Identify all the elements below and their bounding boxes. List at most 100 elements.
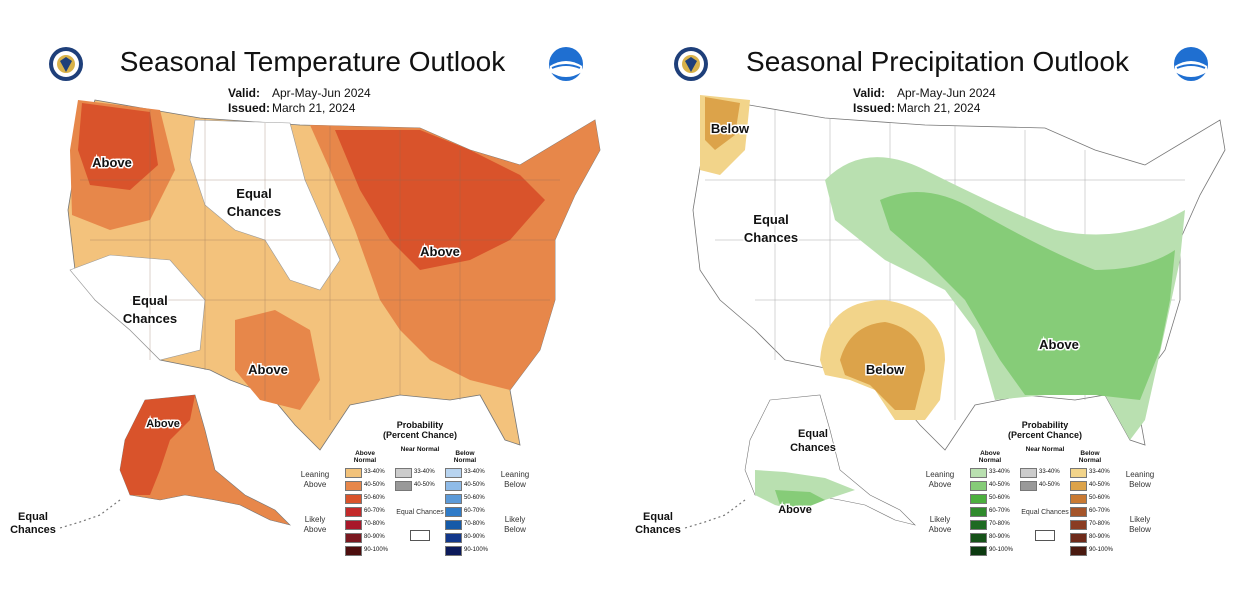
legend-swatch [445,546,462,556]
legend-swatch [1070,520,1087,530]
legend-swatch [1070,507,1087,517]
legend-swatch [345,507,362,517]
equal-chances-swatch [410,530,430,541]
legend-swatch [445,520,462,530]
legend-swatch [970,494,987,504]
legend-swatch [445,507,462,517]
likely-above-label: Likely Above [928,515,952,534]
legend-range-label: 70-80% [989,521,1010,527]
legend-swatch [345,546,362,556]
legend-range-label: 33-40% [989,469,1010,475]
legend-swatch [395,468,412,478]
map-label: Above [1039,337,1079,352]
col-near-normal: Near Normal [400,446,440,453]
page-title: Seasonal Temperature Outlook [119,46,506,77]
legend-range-label: 40-50% [989,482,1010,488]
legend-range-label: 33-40% [364,469,385,475]
map-label: Chances [790,442,836,454]
legend-swatch [345,494,362,504]
legend-swatch [1070,533,1087,543]
legend-title-2: (Percent Chance) [382,430,458,440]
legend-title-1: Probability [396,420,444,430]
col-below-normal: Below Normal [453,450,477,464]
map-label: Equal [643,511,673,523]
likely-below-label: Likely Below [1129,515,1151,534]
legend-swatch [970,468,987,478]
legend-range-label: 80-90% [364,534,385,540]
legend-swatch [1070,481,1087,491]
legend-swatch [345,533,362,543]
legend-range-label: 60-70% [364,508,385,514]
map-label: Equal [236,186,271,201]
legend-range-label: 70-80% [464,521,485,527]
legend-swatch [970,507,987,517]
legend-range-label: 70-80% [1089,521,1110,527]
legend-range-label: 33-40% [464,469,485,475]
issue-info: Valid: Apr-May-Jun 2024 Issued: March 21, … [228,86,371,116]
col-below-normal: Below Normal [1078,450,1102,464]
legend-range-label: 90-100% [364,547,389,553]
legend-swatch [345,481,362,491]
page-title: Seasonal Precipitation Outlook [746,46,1129,77]
map-label: Chances [123,311,177,326]
legend-range-label: 50-60% [364,495,385,501]
commerce-seal-icon [674,47,708,81]
legend-swatch [970,481,987,491]
alaska-shape [744,394,916,526]
issued-value: March 21, 2024 [272,101,356,115]
legend-range-label: 80-90% [1089,534,1110,540]
equal-chances-label: Equal Chances [1021,509,1069,516]
legend-range-label: 33-40% [1039,469,1060,475]
legend-swatch [970,546,987,556]
valid-label: Valid: [228,86,261,100]
col-near-normal: Near Normal [1025,446,1065,453]
legend-range-label: 50-60% [1089,495,1110,501]
legend-swatch [395,481,412,491]
temperature-outlook-panel: Seasonal Temperature Outlook Valid: Apr-M… [9,46,601,556]
map-label: Below [866,362,905,377]
legend-swatch [345,468,362,478]
above-50-60-pnw [78,103,158,190]
below-40-50-texas [840,322,925,410]
col-above-normal: Above Normal [978,450,1002,464]
leaning-above-label: Leaning Above [300,470,330,489]
legend-range-label: 90-100% [1089,547,1114,553]
map-label: Above [92,155,132,170]
legend-range-label: 33-40% [414,469,435,475]
leaning-below-label: Leaning Below [500,470,530,489]
map-label: Equal [18,511,48,523]
precipitation-map: Below Equal Chances Below Above Equal Ch… [634,95,1226,538]
legend-range-label: 40-50% [414,482,435,488]
legend-range-label: 60-70% [1089,508,1110,514]
valid-label: Valid: [853,86,886,100]
valid-value: Apr-May-Jun 2024 [897,86,996,100]
legend-swatch [1070,546,1087,556]
legend-range-label: 80-90% [989,534,1010,540]
equal-chances-label: Equal Chances [396,509,444,516]
legend-swatch [970,520,987,530]
aleutians [684,499,746,529]
temperature-map: Above Equal Chances Equal Chances Above … [9,99,601,538]
legend-title-1: Probability [1021,420,1069,430]
legend-range-label: 80-90% [464,534,485,540]
map-label: Above [146,418,180,430]
alaska-green-deep [775,490,825,510]
valid-value: Apr-May-Jun 2024 [272,86,371,100]
legend-range-label: 60-70% [989,508,1010,514]
legend-range-label: 50-60% [464,495,485,501]
legend-swatch [1020,468,1037,478]
map-label: Above [778,504,812,516]
aleutians [59,499,121,529]
issued-label: Issued: [228,101,271,115]
legend-range-label: 40-50% [464,482,485,488]
legend-range-label: 90-100% [464,547,489,553]
legend-swatch [445,468,462,478]
map-label: Chances [227,204,281,219]
map-label: Equal [132,293,167,308]
legend-range-label: 70-80% [364,521,385,527]
legend-swatch [1020,481,1037,491]
map-label: Chances [10,524,56,536]
precipitation-outlook-panel: Seasonal Precipitation Outlook Valid: Apr… [625,0,1250,600]
legend-range-label: 40-50% [1039,482,1060,488]
legend-range-label: 33-40% [1089,469,1110,475]
